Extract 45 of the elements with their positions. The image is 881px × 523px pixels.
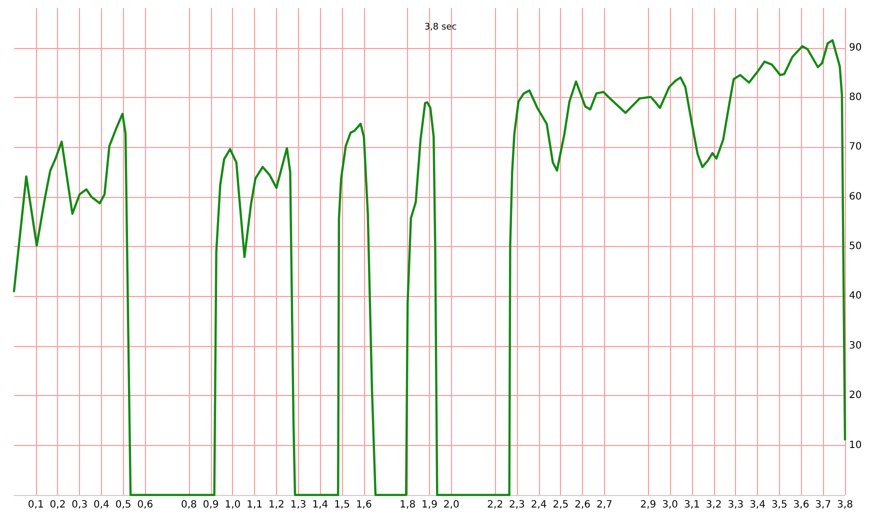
x-tick-label: 3,8 bbox=[837, 500, 853, 510]
x-tick-label: 0,1 bbox=[28, 500, 44, 510]
y-tick-label: 80 bbox=[849, 92, 862, 103]
y-tick-label: 40 bbox=[849, 290, 862, 302]
x-tick-label: 2,9 bbox=[640, 500, 656, 510]
x-tick-label: 1,6 bbox=[356, 500, 372, 510]
x-tick-label: 0,9 bbox=[202, 500, 219, 510]
x-tick-label: 0,6 bbox=[137, 500, 154, 510]
x-tick-label: 2,0 bbox=[443, 500, 460, 510]
x-tick-label: 1,0 bbox=[224, 500, 241, 510]
y-tick-label: 70 bbox=[849, 142, 862, 153]
x-tick-label: 0,4 bbox=[94, 500, 110, 510]
x-tick-label: 0,2 bbox=[50, 500, 66, 510]
y-tick-label: 20 bbox=[849, 390, 862, 402]
x-tick-label: 2,4 bbox=[530, 500, 547, 510]
y-tick-label: 90 bbox=[849, 42, 862, 54]
y-tick-label: 60 bbox=[849, 191, 862, 202]
x-tick-label: 2,6 bbox=[574, 500, 591, 510]
x-tick-label: 3,5 bbox=[771, 500, 788, 510]
x-tick-label: 2,5 bbox=[552, 500, 569, 510]
x-tick-label: 1,8 bbox=[400, 500, 416, 510]
y-tick-label: 10 bbox=[849, 440, 862, 451]
x-tick-label: 0,5 bbox=[115, 500, 132, 510]
x-tick-label: 3,4 bbox=[750, 500, 766, 510]
x-tick-label: 1,5 bbox=[334, 500, 350, 510]
x-tick-label: 3,0 bbox=[662, 500, 678, 510]
x-tick-label: 3,7 bbox=[815, 500, 832, 510]
x-tick-label: 1,9 bbox=[422, 500, 438, 510]
text: 3,8 sec bbox=[424, 22, 457, 32]
x-tick-label: 2,2 bbox=[487, 500, 504, 510]
x-tick-label: 3,3 bbox=[728, 500, 744, 510]
y-tick-label: 30 bbox=[849, 340, 862, 352]
x-tick-label: 3,1 bbox=[684, 500, 700, 510]
x-tick-label: 3,2 bbox=[706, 500, 722, 510]
x-tick-label: 2,3 bbox=[509, 500, 525, 510]
x-tick-label: 1,3 bbox=[290, 500, 306, 510]
x-tick-label: 0,3 bbox=[72, 500, 88, 510]
x-tick-label: 1,4 bbox=[312, 500, 328, 510]
x-tick-label: 0,8 bbox=[180, 500, 197, 510]
line-series bbox=[12, 39, 846, 496]
x-tick-label: 1,1 bbox=[246, 500, 263, 510]
y-tick-label: 50 bbox=[849, 241, 862, 252]
x-tick-label: 3,6 bbox=[793, 500, 810, 510]
x-tick-label: 1,2 bbox=[268, 500, 284, 510]
x-tick-label: 2,7 bbox=[596, 500, 612, 510]
